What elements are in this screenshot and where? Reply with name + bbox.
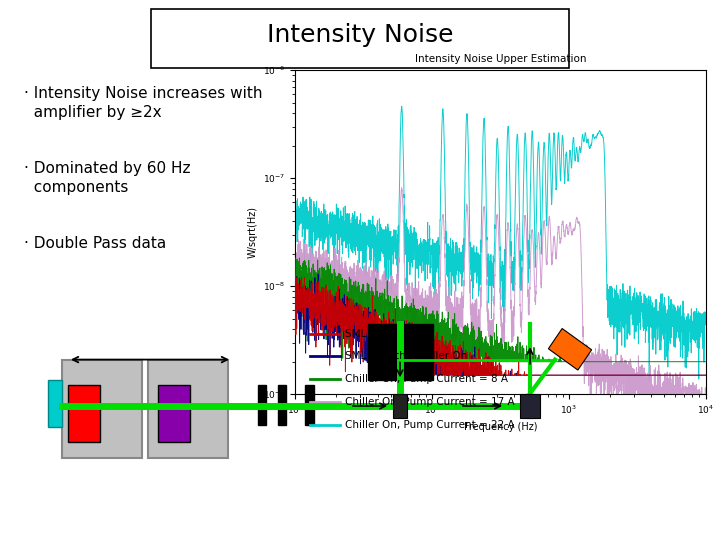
Bar [158, 386, 190, 442]
Text: Chiller On, Pump Current = 17 A: Chiller On, Pump Current = 17 A [345, 397, 515, 407]
Title: Intensity Noise Upper Estimation: Intensity Noise Upper Estimation [415, 54, 586, 64]
Bar [305, 386, 314, 424]
Text: Chiller On, Pump Current = 8 A: Chiller On, Pump Current = 8 A [345, 374, 508, 384]
X-axis label: Frequency (Hz): Frequency (Hz) [464, 422, 537, 432]
Text: · Intensity Noise increases with
  amplifier by ≥2x: · Intensity Noise increases with amplifi… [24, 86, 262, 120]
Bar [368, 323, 433, 380]
Text: Chiller On, Pump Current = 22 A: Chiller On, Pump Current = 22 A [345, 420, 515, 429]
Text: SML with the Chiller On: SML with the Chiller On [345, 352, 467, 361]
Bar [148, 360, 228, 457]
Text: Intensity Noise: Intensity Noise [266, 23, 454, 47]
Bar [278, 386, 286, 424]
Text: · Double Pass data: · Double Pass data [24, 236, 166, 251]
Text: · Dominated by 60 Hz
  components: · Dominated by 60 Hz components [24, 161, 190, 195]
Bar [258, 386, 266, 424]
Polygon shape [520, 394, 540, 418]
Y-axis label: W/sqrt(Hz): W/sqrt(Hz) [248, 206, 257, 258]
Polygon shape [393, 394, 407, 418]
Text: SML only: SML only [345, 329, 392, 339]
Bar [62, 360, 142, 457]
Bar [48, 380, 62, 427]
Bar [68, 386, 100, 442]
FancyBboxPatch shape [151, 9, 569, 68]
Polygon shape [525, 394, 535, 418]
Polygon shape [549, 328, 592, 370]
